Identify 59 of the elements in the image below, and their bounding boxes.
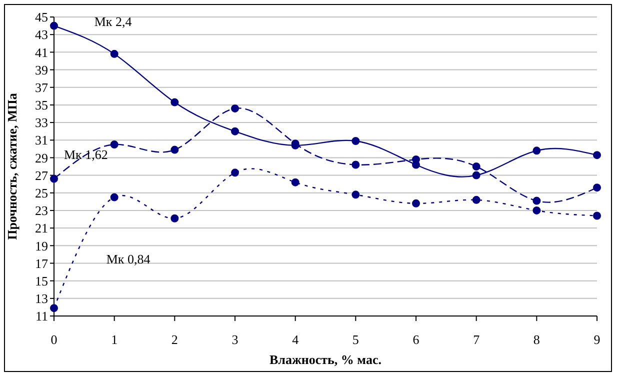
y-tick-label: 39 (35, 62, 48, 78)
point (352, 160, 360, 169)
x-tick-label: 0 (50, 332, 58, 348)
point (170, 146, 179, 154)
y-tick-label: 19 (35, 238, 48, 254)
series-label: Мк 1,62 (64, 146, 108, 162)
x-tick-label: 4 (292, 332, 300, 348)
point (593, 184, 601, 192)
point (231, 168, 239, 177)
x-axis-title: Влажность, % мас. (270, 352, 382, 367)
x-tick-label: 5 (352, 332, 359, 348)
point (412, 199, 420, 208)
point (472, 171, 480, 180)
y-tick-label: 45 (35, 10, 48, 25)
point (532, 196, 541, 205)
x-tick-label: 7 (473, 332, 480, 348)
point (291, 178, 300, 186)
point (110, 140, 118, 149)
point (50, 174, 58, 183)
y-tick-label: 27 (35, 168, 48, 183)
y-tick-label: 29 (35, 150, 48, 166)
y-tick-label: 25 (35, 185, 48, 200)
point (50, 304, 58, 312)
x-tick-label: 6 (412, 332, 420, 348)
point (170, 214, 179, 222)
y-tick-label: 17 (35, 256, 48, 271)
point (532, 146, 541, 155)
point (593, 212, 601, 220)
point (472, 196, 480, 204)
y-tick-label: 21 (35, 220, 48, 236)
y-tick-label: 41 (35, 44, 48, 60)
point (472, 162, 480, 170)
y-tick-label: 15 (35, 273, 48, 288)
x-tick-label: 1 (111, 332, 118, 348)
point (352, 190, 360, 199)
y-tick-label: 11 (35, 308, 48, 324)
y-tick-label: 35 (35, 98, 48, 113)
y-tick-label: 13 (35, 291, 48, 306)
point (231, 127, 239, 136)
point (231, 104, 239, 112)
y-tick-label: 31 (35, 132, 48, 148)
y-axis-title: Прочность, сжатие, МПа (4, 92, 20, 240)
y-tick-label: 23 (35, 203, 48, 218)
point (110, 50, 118, 58)
point (532, 206, 541, 214)
y-tick-label: 33 (35, 115, 48, 130)
x-tick-label: 3 (232, 332, 238, 348)
point (170, 98, 179, 106)
point (352, 136, 360, 145)
series-label: Мк 2,4 (94, 14, 132, 29)
point (110, 193, 118, 202)
point (50, 22, 58, 30)
y-tick-label: 37 (35, 80, 48, 95)
y-tick-label: 43 (35, 27, 48, 42)
point (593, 151, 601, 160)
x-tick-label: 2 (171, 332, 178, 348)
x-tick-label: 9 (594, 332, 600, 348)
x-tick-label: 8 (533, 332, 540, 348)
text: Мк 0,84 (106, 251, 151, 266)
